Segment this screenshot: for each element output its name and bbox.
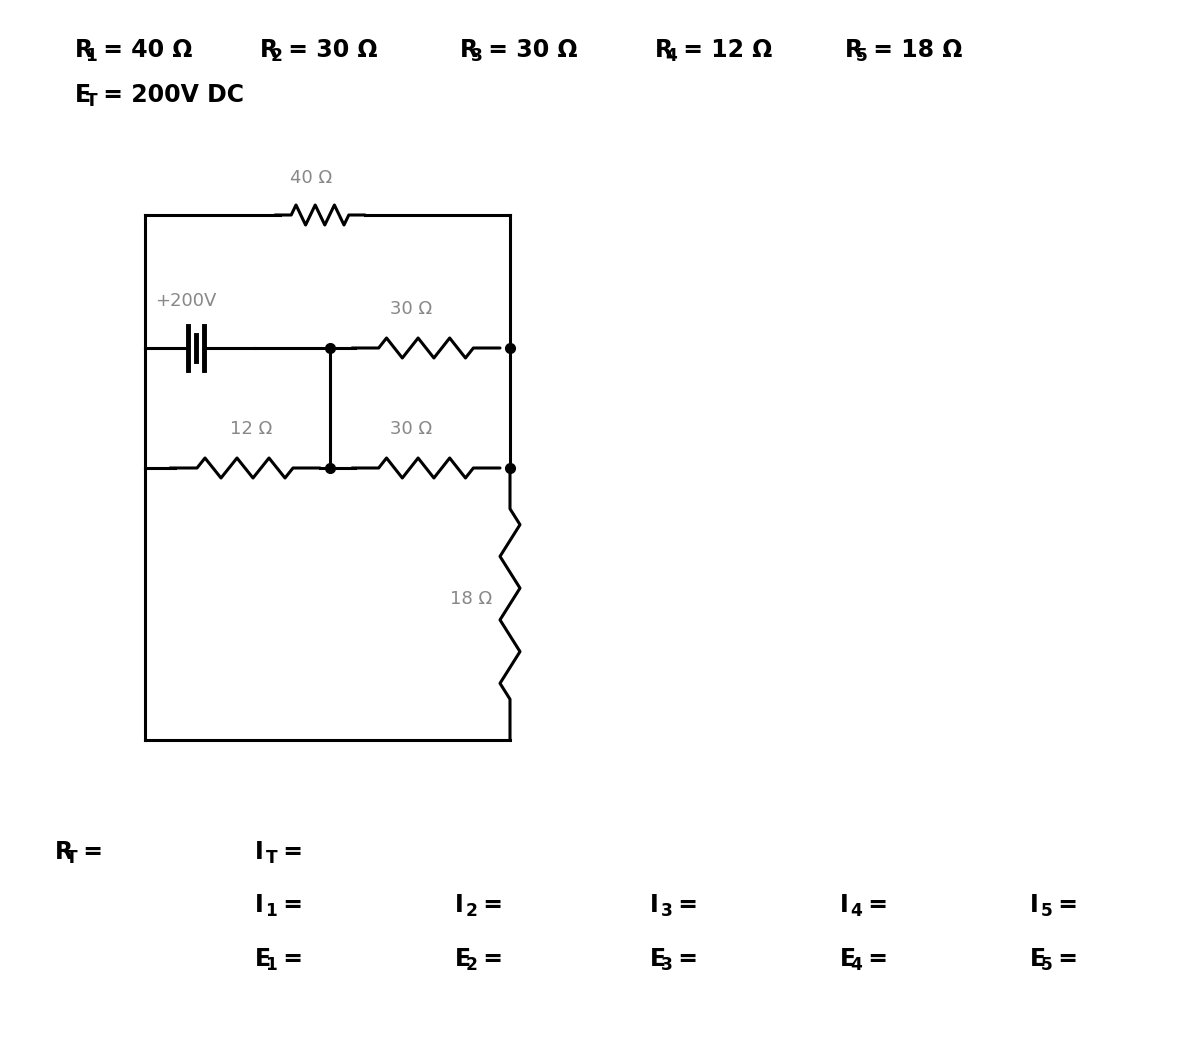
Text: 1: 1 [265,957,277,975]
Text: I: I [650,893,659,917]
Text: T: T [66,849,77,867]
Text: 30 Ω: 30 Ω [390,420,432,438]
Text: R: R [260,38,278,62]
Text: +200V: +200V [155,292,216,310]
Text: 3: 3 [470,48,482,65]
Text: E: E [840,947,856,971]
Text: 2: 2 [466,957,478,975]
Text: T: T [265,849,277,867]
Text: = 30 Ω: = 30 Ω [480,38,577,62]
Text: = 12 Ω: = 12 Ω [674,38,772,62]
Text: = 40 Ω: = 40 Ω [95,38,192,62]
Text: 18 Ω: 18 Ω [450,591,492,608]
Text: I: I [256,893,264,917]
Text: 3: 3 [660,957,672,975]
Text: 5: 5 [1040,957,1052,975]
Text: E: E [650,947,666,971]
Text: =: = [275,947,302,971]
Text: = 18 Ω: = 18 Ω [865,38,962,62]
Text: =: = [1050,893,1078,917]
Text: I: I [455,893,463,917]
Text: 1: 1 [265,902,277,920]
Text: =: = [860,893,888,917]
Text: 5: 5 [856,48,868,65]
Text: I: I [256,839,264,864]
Text: =: = [1050,947,1078,971]
Text: 30 Ω: 30 Ω [390,300,432,318]
Text: 4: 4 [666,48,678,65]
Text: =: = [670,947,698,971]
Text: 4: 4 [851,957,863,975]
Text: 3: 3 [660,902,672,920]
Text: =: = [475,947,503,971]
Text: R: R [460,38,478,62]
Text: R: R [55,839,73,864]
Text: R: R [655,38,673,62]
Text: E: E [455,947,472,971]
Text: E: E [1030,947,1046,971]
Text: =: = [475,893,503,917]
Text: R: R [74,38,94,62]
Text: =: = [74,839,103,864]
Text: 1: 1 [85,48,97,65]
Text: 5: 5 [1040,902,1052,920]
Text: =: = [275,839,302,864]
Text: 2: 2 [270,48,282,65]
Text: T: T [85,93,97,111]
Text: = 30 Ω: = 30 Ω [280,38,377,62]
Text: E: E [74,83,91,107]
Text: =: = [670,893,698,917]
Text: R: R [845,38,863,62]
Text: =: = [860,947,888,971]
Text: 12 Ω: 12 Ω [230,420,272,438]
Text: = 200V DC: = 200V DC [95,83,244,107]
Text: 40 Ω: 40 Ω [290,169,332,187]
Text: 4: 4 [851,902,863,920]
Text: =: = [275,893,302,917]
Text: I: I [1030,893,1039,917]
Text: E: E [256,947,271,971]
Text: 2: 2 [466,902,478,920]
Text: I: I [840,893,848,917]
